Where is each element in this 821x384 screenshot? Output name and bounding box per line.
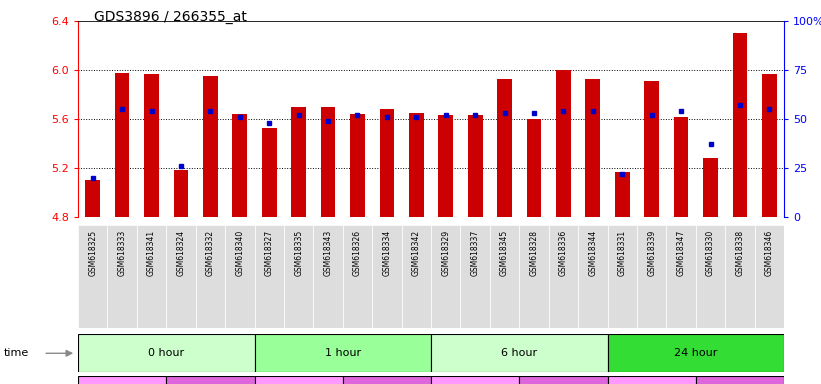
Text: GSM618335: GSM618335 (294, 230, 303, 276)
FancyBboxPatch shape (696, 225, 725, 328)
FancyBboxPatch shape (372, 225, 401, 328)
FancyBboxPatch shape (667, 225, 696, 328)
FancyBboxPatch shape (255, 376, 343, 384)
FancyBboxPatch shape (255, 225, 284, 328)
FancyBboxPatch shape (725, 225, 754, 328)
Text: 1 hour: 1 hour (324, 348, 361, 358)
FancyBboxPatch shape (431, 334, 608, 372)
Text: GSM618344: GSM618344 (589, 230, 598, 276)
FancyBboxPatch shape (608, 376, 695, 384)
Bar (232, 114, 247, 217)
FancyBboxPatch shape (608, 225, 637, 328)
FancyBboxPatch shape (431, 376, 519, 384)
FancyBboxPatch shape (695, 376, 784, 384)
Text: GSM618325: GSM618325 (88, 230, 97, 276)
FancyBboxPatch shape (166, 225, 195, 328)
Text: GSM618331: GSM618331 (617, 230, 626, 276)
Bar (115, 73, 130, 217)
FancyBboxPatch shape (461, 225, 490, 328)
Text: GSM618328: GSM618328 (530, 230, 539, 276)
Text: GSM618334: GSM618334 (383, 230, 392, 276)
Bar (409, 113, 424, 217)
Text: GSM618346: GSM618346 (765, 230, 774, 276)
Text: GSM618332: GSM618332 (206, 230, 215, 276)
FancyBboxPatch shape (314, 225, 343, 328)
FancyBboxPatch shape (78, 334, 255, 372)
Text: GSM618345: GSM618345 (500, 230, 509, 276)
FancyBboxPatch shape (343, 376, 431, 384)
FancyBboxPatch shape (431, 225, 461, 328)
Text: GSM618324: GSM618324 (177, 230, 186, 276)
Bar (173, 170, 188, 217)
FancyBboxPatch shape (137, 225, 166, 328)
FancyBboxPatch shape (401, 225, 431, 328)
FancyBboxPatch shape (343, 225, 372, 328)
Text: GSM618329: GSM618329 (441, 230, 450, 276)
Bar (144, 74, 159, 217)
FancyBboxPatch shape (108, 225, 137, 328)
Text: 0 hour: 0 hour (148, 348, 185, 358)
Bar (498, 79, 512, 217)
Text: GSM618341: GSM618341 (147, 230, 156, 276)
Bar (379, 109, 394, 217)
FancyBboxPatch shape (166, 376, 255, 384)
Bar (762, 74, 777, 217)
Bar (438, 115, 453, 217)
Text: GSM618330: GSM618330 (706, 230, 715, 276)
Text: GSM618326: GSM618326 (353, 230, 362, 276)
Bar (732, 33, 747, 217)
Bar (350, 114, 365, 217)
Bar (468, 115, 483, 217)
Bar (585, 79, 600, 217)
Bar (203, 76, 218, 217)
Text: GSM618336: GSM618336 (559, 230, 568, 276)
Bar (85, 180, 100, 217)
Text: GSM618343: GSM618343 (323, 230, 333, 276)
FancyBboxPatch shape (608, 334, 784, 372)
FancyBboxPatch shape (195, 225, 225, 328)
FancyBboxPatch shape (548, 225, 578, 328)
Bar (674, 117, 689, 217)
Text: 6 hour: 6 hour (501, 348, 538, 358)
Text: GSM618342: GSM618342 (412, 230, 421, 276)
Text: GSM618338: GSM618338 (736, 230, 745, 276)
Text: 24 hour: 24 hour (674, 348, 718, 358)
Text: GSM618337: GSM618337 (470, 230, 479, 276)
Bar (556, 70, 571, 217)
FancyBboxPatch shape (637, 225, 667, 328)
FancyBboxPatch shape (78, 225, 108, 328)
Text: GSM618340: GSM618340 (236, 230, 245, 276)
Bar (262, 127, 277, 217)
Text: GSM618333: GSM618333 (117, 230, 126, 276)
Bar (321, 107, 336, 217)
Bar (526, 119, 541, 217)
Text: GSM618339: GSM618339 (647, 230, 656, 276)
Text: time: time (4, 348, 30, 358)
FancyBboxPatch shape (255, 334, 431, 372)
FancyBboxPatch shape (284, 225, 314, 328)
Text: GDS3896 / 266355_at: GDS3896 / 266355_at (94, 10, 247, 23)
FancyBboxPatch shape (225, 225, 255, 328)
Bar (615, 172, 630, 217)
Text: GSM618327: GSM618327 (264, 230, 273, 276)
Bar (703, 158, 718, 217)
FancyBboxPatch shape (519, 376, 608, 384)
Text: GSM618347: GSM618347 (677, 230, 686, 276)
FancyBboxPatch shape (490, 225, 519, 328)
FancyBboxPatch shape (754, 225, 784, 328)
Bar (291, 107, 306, 217)
FancyBboxPatch shape (78, 376, 166, 384)
FancyBboxPatch shape (519, 225, 548, 328)
Bar (644, 81, 659, 217)
FancyBboxPatch shape (578, 225, 608, 328)
